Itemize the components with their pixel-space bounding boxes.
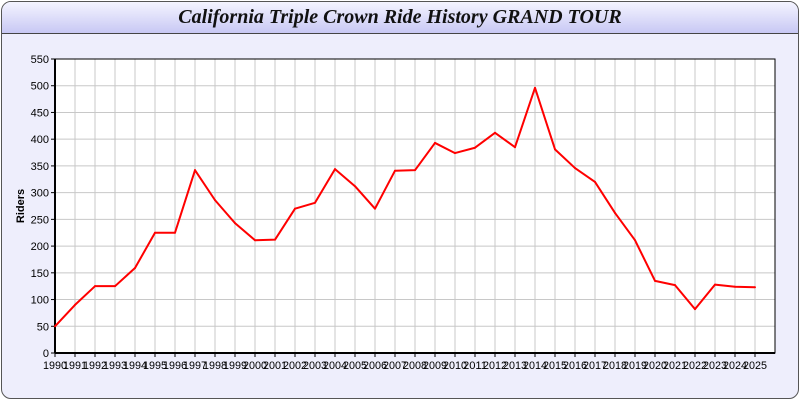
x-tick-label: 2019 bbox=[623, 360, 647, 372]
data-point bbox=[394, 169, 396, 172]
data-point bbox=[114, 285, 116, 288]
x-tick-label: 2022 bbox=[683, 360, 707, 372]
data-point bbox=[574, 167, 576, 170]
x-tick-label: 2012 bbox=[483, 360, 507, 372]
data-point bbox=[134, 267, 136, 270]
y-axis-label: Riders bbox=[15, 189, 27, 223]
x-tick-label: 2003 bbox=[303, 360, 327, 372]
x-tick-label: 2014 bbox=[523, 360, 547, 372]
x-tick-label: 2020 bbox=[643, 360, 667, 372]
data-point bbox=[734, 285, 736, 288]
x-tick-label: 2006 bbox=[363, 360, 387, 372]
data-point bbox=[454, 152, 456, 155]
data-point bbox=[754, 286, 756, 289]
y-tick-label: 0 bbox=[43, 348, 49, 360]
x-tick-label: 2009 bbox=[423, 360, 447, 372]
data-point bbox=[594, 180, 596, 183]
x-tick-label: 1990 bbox=[43, 360, 67, 372]
x-tick-label: 1998 bbox=[203, 360, 227, 372]
data-point bbox=[374, 207, 376, 210]
x-tick-label: 2002 bbox=[283, 360, 307, 372]
data-point bbox=[354, 185, 356, 188]
data-point bbox=[474, 146, 476, 149]
data-point bbox=[234, 222, 236, 225]
data-point bbox=[634, 239, 636, 242]
data-point bbox=[654, 279, 656, 282]
title-bar: California Triple Crown Ride History GRA… bbox=[2, 2, 798, 34]
data-point bbox=[434, 141, 436, 144]
x-tick-label: 2023 bbox=[703, 360, 727, 372]
y-tick-label: 450 bbox=[31, 107, 49, 119]
data-point bbox=[494, 131, 496, 134]
data-point bbox=[714, 283, 716, 286]
data-point bbox=[254, 239, 256, 242]
x-tick-label: 2024 bbox=[723, 360, 747, 372]
data-point bbox=[94, 285, 96, 288]
data-point bbox=[314, 201, 316, 204]
x-tick-label: 2004 bbox=[323, 360, 347, 372]
y-tick-label: 50 bbox=[37, 321, 49, 333]
data-point bbox=[154, 231, 156, 234]
data-point bbox=[294, 207, 296, 210]
data-point bbox=[194, 169, 196, 172]
data-point bbox=[694, 308, 696, 311]
y-tick-label: 350 bbox=[31, 161, 49, 173]
x-tick-label: 2018 bbox=[603, 360, 627, 372]
x-tick-label: 1992 bbox=[83, 360, 107, 372]
x-tick-label: 1993 bbox=[103, 360, 127, 372]
x-tick-label: 2011 bbox=[463, 360, 487, 372]
x-tick-label: 1991 bbox=[63, 360, 87, 372]
data-point bbox=[614, 211, 616, 214]
data-point bbox=[214, 199, 216, 202]
y-tick-label: 200 bbox=[31, 241, 49, 253]
x-tick-label: 2000 bbox=[243, 360, 267, 372]
data-point bbox=[514, 146, 516, 149]
data-point bbox=[334, 168, 336, 171]
chart-title: California Triple Crown Ride History GRA… bbox=[178, 6, 622, 28]
series-line bbox=[54, 86, 756, 327]
x-tick-label: 2001 bbox=[263, 360, 287, 372]
x-tick-label: 2007 bbox=[383, 360, 407, 372]
y-tick-label: 100 bbox=[31, 295, 49, 307]
x-tick-label: 2008 bbox=[403, 360, 427, 372]
x-tick-label: 1997 bbox=[183, 360, 207, 372]
data-point bbox=[174, 231, 176, 234]
x-tick-label: 2017 bbox=[583, 360, 607, 372]
x-tick-label: 1995 bbox=[143, 360, 167, 372]
data-point bbox=[414, 169, 416, 172]
x-tick-label: 2021 bbox=[663, 360, 687, 372]
y-tick-label: 500 bbox=[31, 81, 49, 93]
data-point bbox=[534, 86, 536, 89]
x-tick-label: 2016 bbox=[563, 360, 587, 372]
y-tick-label: 400 bbox=[31, 134, 49, 146]
x-tick-label: 2013 bbox=[503, 360, 527, 372]
x-tick-label: 2025 bbox=[743, 360, 767, 372]
y-tick-label: 150 bbox=[31, 268, 49, 280]
data-point bbox=[54, 325, 56, 328]
x-tick-label: 1996 bbox=[163, 360, 187, 372]
data-point bbox=[274, 238, 276, 241]
x-tick-label: 2010 bbox=[443, 360, 467, 372]
x-tick-label: 1994 bbox=[123, 360, 147, 372]
data-point bbox=[554, 148, 556, 151]
data-point bbox=[74, 303, 76, 306]
x-tick-label: 1999 bbox=[223, 360, 247, 372]
y-tick-label: 300 bbox=[31, 188, 49, 200]
x-tick-label: 2005 bbox=[343, 360, 367, 372]
y-tick-label: 550 bbox=[31, 54, 49, 66]
data-point bbox=[674, 284, 676, 287]
x-tick-label: 2015 bbox=[543, 360, 567, 372]
y-tick-label: 250 bbox=[31, 214, 49, 226]
